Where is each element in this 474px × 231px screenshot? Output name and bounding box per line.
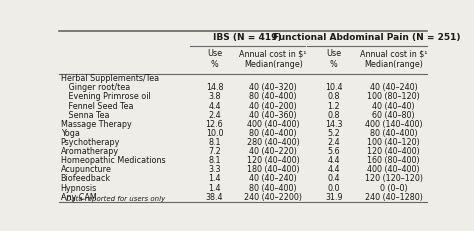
Text: 0.8: 0.8 [328,92,340,101]
Text: 400 (140–400): 400 (140–400) [365,119,422,128]
Text: Annual cost in $¹
Median(range): Annual cost in $¹ Median(range) [239,49,307,69]
Text: 280 (40–400): 280 (40–400) [247,137,300,146]
Text: 10.4: 10.4 [325,83,343,92]
Text: Functional Abdominal Pain (N = 251): Functional Abdominal Pain (N = 251) [273,33,461,42]
Text: 8.1: 8.1 [208,155,221,164]
Text: 31.9: 31.9 [325,192,343,201]
Text: 2.4: 2.4 [328,137,340,146]
Text: Massage Therapy: Massage Therapy [61,119,131,128]
Text: Psychotherapy: Psychotherapy [61,137,120,146]
Text: 4.4: 4.4 [328,165,340,174]
Text: 4.4: 4.4 [208,101,221,110]
Text: Acupuncture: Acupuncture [61,165,111,174]
Text: 0.0: 0.0 [328,183,340,192]
Text: 3.3: 3.3 [208,165,221,174]
Text: Homeopathic Medications: Homeopathic Medications [61,155,165,164]
Text: 100 (80–120): 100 (80–120) [367,92,420,101]
Text: 5.2: 5.2 [328,128,340,137]
Text: 8.1: 8.1 [208,137,221,146]
Text: 5.6: 5.6 [328,146,340,155]
Text: 1.4: 1.4 [208,183,221,192]
Text: 80 (40–400): 80 (40–400) [249,92,297,101]
Text: 40 (40–240): 40 (40–240) [249,174,297,183]
Text: 4.4: 4.4 [328,155,340,164]
Text: 1.4: 1.4 [208,174,221,183]
Text: Fennel Seed Tea: Fennel Seed Tea [61,101,133,110]
Text: Use
%: Use % [207,49,222,69]
Text: 14.8: 14.8 [206,83,223,92]
Text: 38.4: 38.4 [206,192,223,201]
Text: 2.4: 2.4 [208,110,221,119]
Text: Yoga: Yoga [61,128,80,137]
Text: Aromatherapy: Aromatherapy [61,146,119,155]
Text: Annual cost in $¹
Median(range): Annual cost in $¹ Median(range) [360,49,427,69]
Text: 40 (40–220): 40 (40–220) [249,146,297,155]
Text: 3.8: 3.8 [208,92,221,101]
Text: 12.6: 12.6 [206,119,223,128]
Text: Any CAM: Any CAM [61,192,97,201]
Text: Use
%: Use % [326,49,341,69]
Text: 120 (120–120): 120 (120–120) [365,174,422,183]
Text: 10.0: 10.0 [206,128,223,137]
Text: 180 (40–400): 180 (40–400) [247,165,300,174]
Text: Biofeedback: Biofeedback [61,174,111,183]
Text: Evening Primrose oil: Evening Primrose oil [61,92,150,101]
Text: 0 (0–0): 0 (0–0) [380,183,407,192]
Text: 120 (40–400): 120 (40–400) [367,146,420,155]
Text: 400 (40–400): 400 (40–400) [247,119,300,128]
Text: IBS (N = 419): IBS (N = 419) [213,33,282,42]
Text: 240 (40–1280): 240 (40–1280) [365,192,422,201]
Text: 400 (40–400): 400 (40–400) [367,165,420,174]
Text: 0.4: 0.4 [328,174,340,183]
Text: 7.2: 7.2 [208,146,221,155]
Text: Ginger root/tea: Ginger root/tea [61,83,130,92]
Text: 1.2: 1.2 [328,101,340,110]
Text: 60 (40–80): 60 (40–80) [372,110,415,119]
Text: 40 (40–200): 40 (40–200) [249,101,297,110]
Text: 14.3: 14.3 [325,119,343,128]
Text: 80 (40–400): 80 (40–400) [249,128,297,137]
Text: Senna Tea: Senna Tea [61,110,109,119]
Text: 80 (40–400): 80 (40–400) [249,183,297,192]
Text: 240 (40–2200): 240 (40–2200) [244,192,302,201]
Text: 40 (40–240): 40 (40–240) [370,83,418,92]
Text: Herbal Supplements/Tea: Herbal Supplements/Tea [61,74,159,83]
Text: ¹ Data reported for users only: ¹ Data reported for users only [61,194,165,201]
Text: 40 (40–40): 40 (40–40) [372,101,415,110]
Text: 160 (80–400): 160 (80–400) [367,155,420,164]
Text: 100 (40–120): 100 (40–120) [367,137,420,146]
Text: 120 (40–400): 120 (40–400) [247,155,300,164]
Text: 40 (40–360): 40 (40–360) [249,110,297,119]
Text: 0.8: 0.8 [328,110,340,119]
Text: 40 (40–320): 40 (40–320) [249,83,297,92]
Text: 80 (40–400): 80 (40–400) [370,128,417,137]
Text: Hypnosis: Hypnosis [61,183,97,192]
